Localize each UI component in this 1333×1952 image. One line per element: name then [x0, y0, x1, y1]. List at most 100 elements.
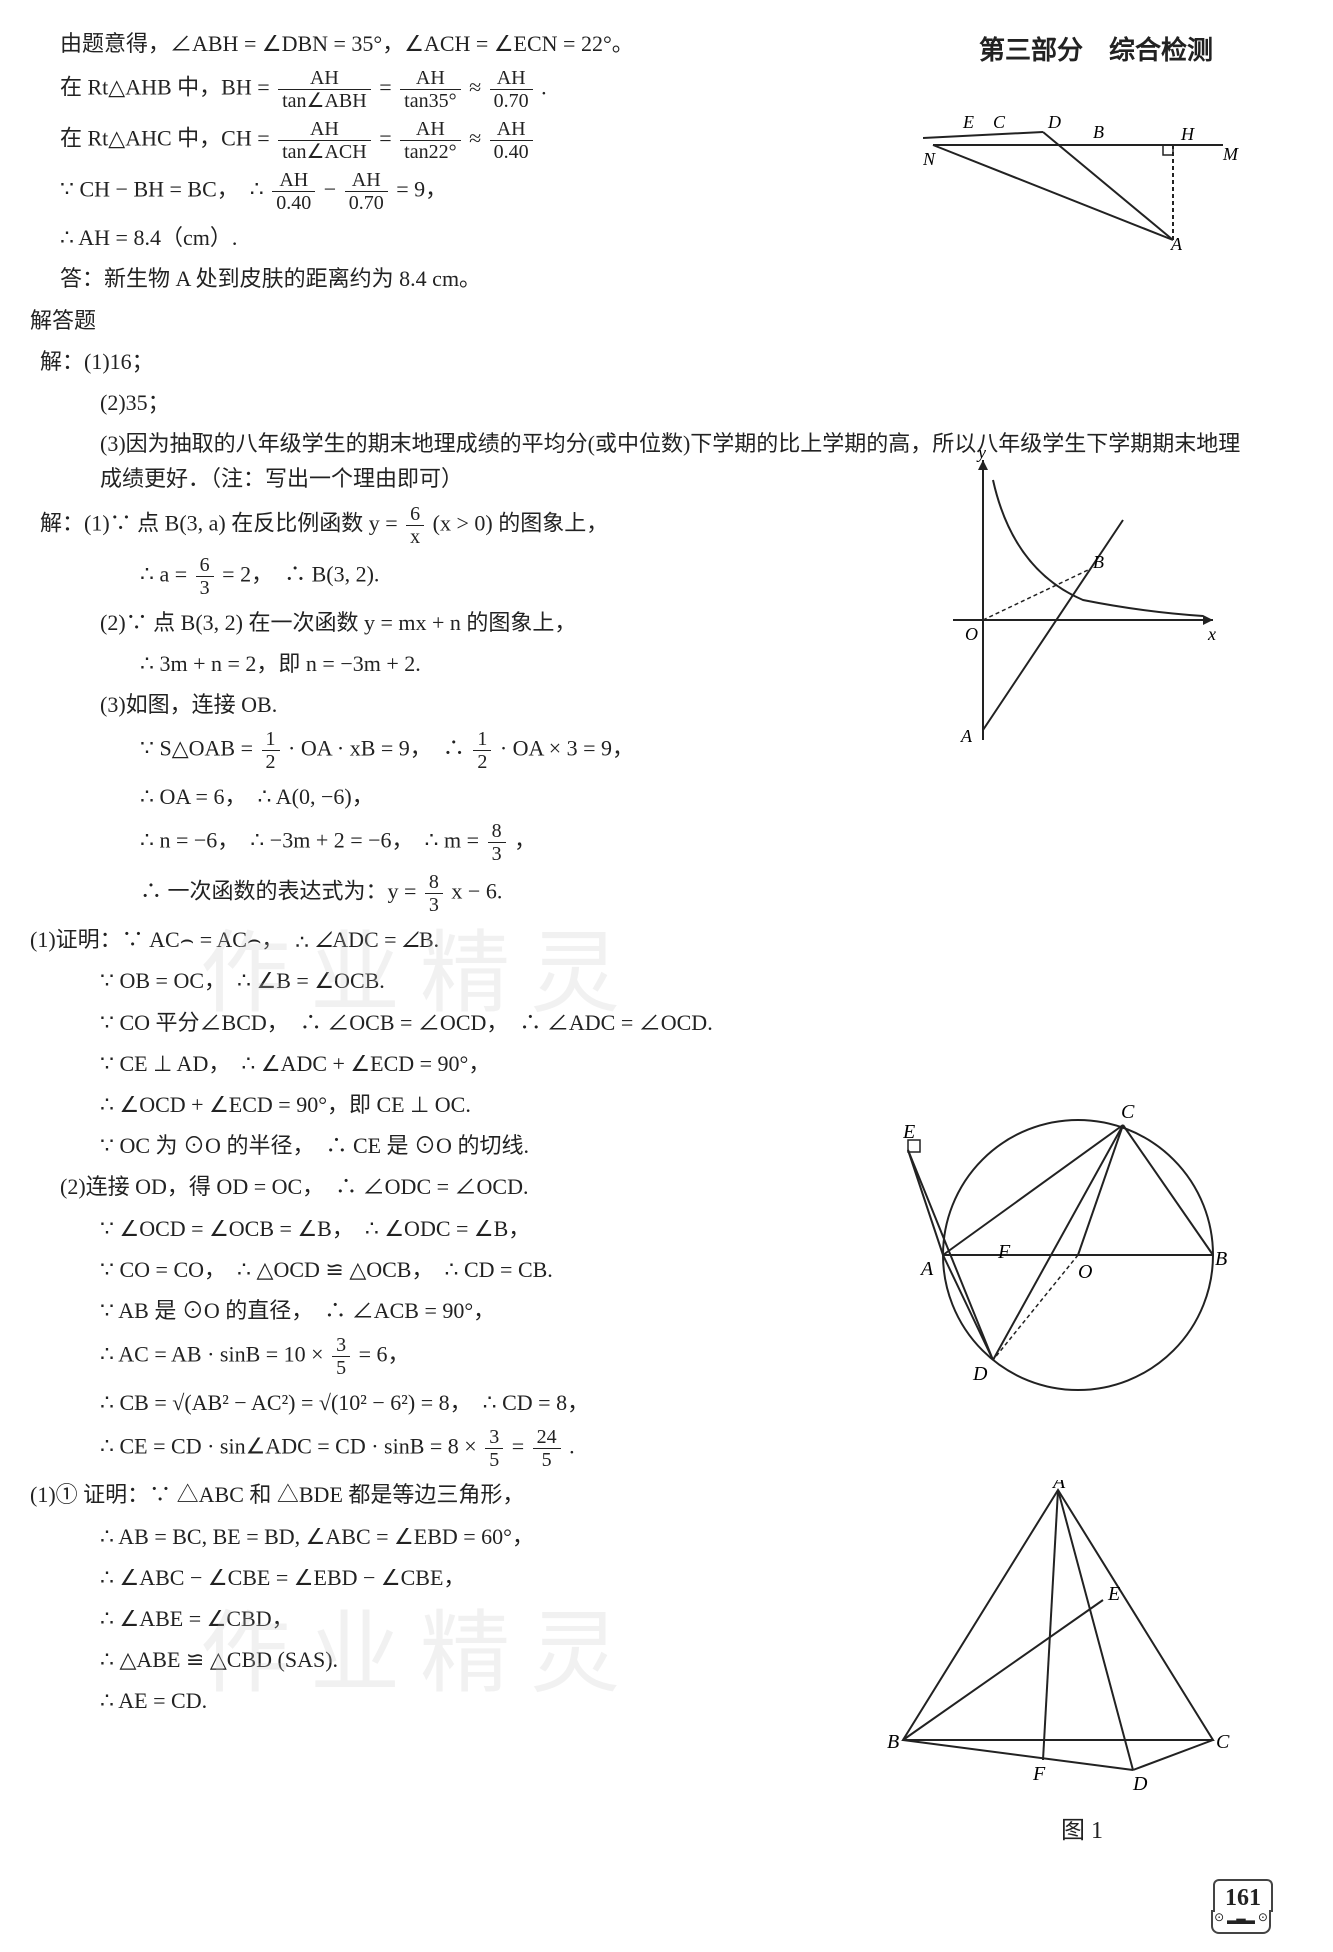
- d3-B: B: [1215, 1248, 1227, 1270]
- b5-l3: ∴ ∠ABC − ∠CBE = ∠EBD − ∠CBE，: [100, 1560, 824, 1595]
- t: ∵ S△OAB =: [140, 736, 259, 761]
- t: =: [512, 1434, 530, 1459]
- b3-l1: 解：(1)∵ 点 B(3, a) 在反比例函数 y = 6x (x > 0) 的…: [40, 503, 824, 548]
- b4-l13: ∴ CE = CD · sin∠ADC = CD · sinB = 8 × 35…: [100, 1426, 824, 1471]
- b1-l5: ∴ AH = 8.4（cm）.: [60, 220, 824, 255]
- b2-head: 解答题: [30, 303, 824, 338]
- t: = 2， ∴ B(3, 2).: [222, 561, 379, 586]
- b5-l6: ∴ AE = CD.: [100, 1683, 824, 1718]
- d1-E: E: [962, 112, 974, 132]
- t: =: [379, 126, 397, 151]
- b3-l4: ∴ 3m + n = 2，即 n = −3m + 2.: [140, 646, 824, 681]
- diagram-4-caption: 图 1: [1061, 1810, 1103, 1845]
- b1-l6: 答：新生物 A 处到皮肤的距离约为 8.4 cm。: [60, 261, 824, 296]
- d4-D: D: [1132, 1773, 1148, 1795]
- t: =: [379, 75, 397, 100]
- d1-A: A: [1170, 234, 1183, 250]
- b4-l8: ∵ ∠OCD = ∠OCB = ∠B， ∴ ∠ODC = ∠B，: [100, 1211, 824, 1246]
- d3-D: D: [972, 1363, 988, 1385]
- frac: 6x: [406, 503, 424, 548]
- frac: AH0.70: [345, 169, 388, 214]
- frac: 35: [332, 1334, 350, 1379]
- frac: 245: [533, 1426, 561, 1471]
- t: x − 6.: [451, 879, 502, 904]
- b4-l3: ∵ CO 平分∠BCD， ∴ ∠OCB = ∠OCD， ∴ ∠ADC = ∠OC…: [100, 1005, 824, 1040]
- d4-A: A: [1051, 1480, 1066, 1493]
- d4-B: B: [887, 1731, 899, 1753]
- t: 在 Rt△AHC 中，CH =: [60, 126, 275, 151]
- b1-l4: ∵ CH − BH = BC， ∴ AH0.40 − AH0.70 = 9，: [60, 169, 824, 214]
- d3-A: A: [919, 1258, 934, 1280]
- d2-B: B: [1093, 552, 1104, 572]
- b1-l2: 在 Rt△AHB 中，BH = AHtan∠ABH = AHtan35° ≈ A…: [60, 67, 824, 112]
- diagram-function-graph: y x O A B: [923, 450, 1223, 750]
- frac: 12: [262, 728, 280, 773]
- d3-C: C: [1121, 1101, 1135, 1123]
- d4-C: C: [1216, 1731, 1230, 1753]
- b4-l5: ∴ ∠OCD + ∠ECD = 90°，即 CE ⊥ OC.: [100, 1087, 824, 1122]
- t: 解：(1)∵ 点 B(3, a) 在反比例函数 y =: [40, 510, 403, 535]
- frac: AHtan∠ABH: [278, 67, 371, 112]
- t: · OA · xB = 9， ∴: [288, 736, 470, 761]
- d4-F: F: [1032, 1763, 1046, 1785]
- t: ∴ CE = CD · sin∠ADC = CD · sinB = 8 ×: [100, 1434, 482, 1459]
- t: · OA × 3 = 9，: [500, 736, 634, 761]
- b3-l9: ∴ 一次函数的表达式为：y = 83 x − 6.: [140, 871, 824, 916]
- b3-l3: (2)∵ 点 B(3, 2) 在一次函数 y = mx + n 的图象上，: [100, 605, 824, 640]
- b4-l4: ∵ CE ⊥ AD， ∴ ∠ADC + ∠ECD = 90°，: [100, 1046, 824, 1081]
- b4-l2: ∵ OB = OC， ∴ ∠B = ∠OCB.: [100, 963, 824, 998]
- d1-C: C: [993, 112, 1006, 132]
- d1-M: M: [1222, 144, 1239, 164]
- frac: AH0.40: [272, 169, 315, 214]
- b3-l6: ∵ S△OAB = 12 · OA · xB = 9， ∴ 12 · OA × …: [140, 728, 824, 773]
- frac: 83: [425, 871, 443, 916]
- t: 在 Rt△AHB 中，BH =: [60, 75, 275, 100]
- d3-F: F: [997, 1241, 1011, 1263]
- t: = 6，: [359, 1342, 410, 1367]
- d2-y: y: [976, 450, 986, 462]
- b4-l1: (1)证明：∵ AC⌢ = AC⌢， ∴ ∠ADC = ∠B.: [30, 922, 824, 957]
- d2-x: x: [1207, 624, 1216, 644]
- t: ∴ 一次函数的表达式为：y =: [140, 879, 422, 904]
- frac: 63: [196, 554, 214, 599]
- frac: AHtan35°: [400, 67, 460, 112]
- t: ≈: [469, 126, 487, 151]
- t: ，: [514, 828, 536, 853]
- b4-l11: ∴ AC = AB · sinB = 10 × 35 = 6，: [100, 1334, 824, 1379]
- b5-l5: ∴ △ABE ≌ △CBD (SAS).: [100, 1642, 824, 1677]
- b3-l5: (3)如图，连接 OB.: [100, 687, 824, 722]
- d1-B: B: [1093, 122, 1104, 142]
- t: ∴ a =: [140, 561, 193, 586]
- b2-p2: (2)35；: [100, 385, 824, 420]
- frac: 12: [473, 728, 491, 773]
- b4-l7: (2)连接 OD，得 OD = OC， ∴ ∠ODC = ∠OCD.: [60, 1169, 824, 1204]
- t: ≈: [469, 75, 487, 100]
- b1-l1: 由题意得，∠ABH = ∠DBN = 35°，∠ACH = ∠ECN = 22°…: [60, 26, 824, 61]
- d1-N: N: [923, 149, 936, 169]
- t: ∴ n = −6， ∴ −3m + 2 = −6， ∴ m =: [140, 828, 485, 853]
- t: ∴ AC = AB · sinB = 10 ×: [100, 1342, 329, 1367]
- d1-D: D: [1047, 112, 1061, 132]
- b4-l12: ∴ CB = √(AB² − AC²) = √(10² − 6²) = 8， ∴…: [100, 1385, 824, 1420]
- frac: AHtan∠ACH: [278, 118, 371, 163]
- d2-A: A: [960, 726, 973, 746]
- diagram-triangle: A B C D E F: [883, 1480, 1233, 1800]
- d4-E: E: [1107, 1583, 1120, 1605]
- b4-l9: ∵ CO = CO， ∴ △OCD ≌ △OCB， ∴ CD = CB.: [100, 1252, 824, 1287]
- diagram-geometry-1: E C D B H N M A: [923, 110, 1243, 250]
- t: .: [541, 75, 547, 100]
- b5-l2: ∴ AB = BC, BE = BD, ∠ABC = ∠EBD = 60°，: [100, 1519, 824, 1554]
- frac: AHtan22°: [400, 118, 460, 163]
- frac: AH0.40: [490, 118, 533, 163]
- b4-l6: ∵ OC 为 ⊙O 的半径， ∴ CE 是 ⊙O 的切线.: [100, 1128, 824, 1163]
- page-number: 161: [1213, 1879, 1273, 1912]
- b4-l10: ∵ AB 是 ⊙O 的直径， ∴ ∠ACB = 90°，: [100, 1293, 824, 1328]
- b3-l8: ∴ n = −6， ∴ −3m + 2 = −6， ∴ m = 83 ，: [140, 820, 824, 865]
- t: −: [324, 177, 342, 202]
- d2-O: O: [965, 624, 978, 644]
- b2-p1: 解：(1)16；: [40, 344, 824, 379]
- d3-O: O: [1078, 1261, 1092, 1283]
- frac: 35: [485, 1426, 503, 1471]
- t: = 9，: [396, 177, 447, 202]
- t: .: [569, 1434, 575, 1459]
